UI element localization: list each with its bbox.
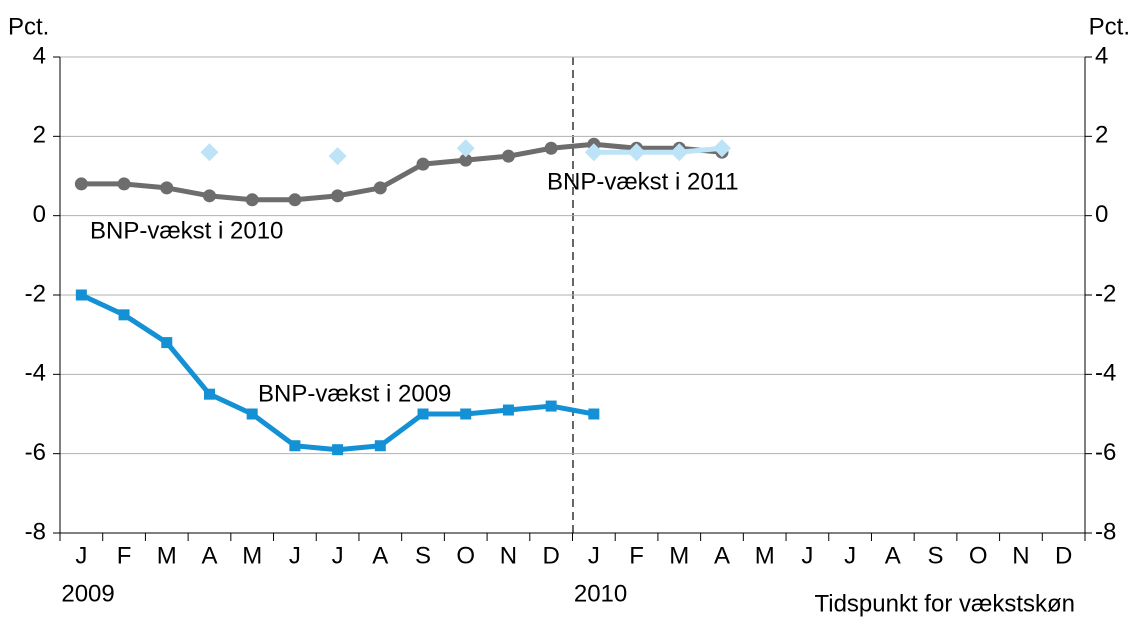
series-line: [81, 141, 723, 203]
marker: [160, 181, 174, 195]
y-tick-label: -4: [25, 360, 46, 387]
x-tick-label: D: [1055, 542, 1072, 569]
y2-tick-label: 0: [1095, 201, 1108, 228]
x-tick-label: D: [542, 542, 559, 569]
x-tick-label: J: [332, 542, 344, 569]
y2-tick-label: -8: [1095, 518, 1116, 545]
marker: [712, 139, 731, 158]
marker: [288, 193, 302, 207]
y-tick-label: 2: [33, 122, 46, 149]
marker: [117, 177, 131, 191]
x-tick-label: F: [117, 542, 132, 569]
marker: [544, 141, 558, 155]
x-tick-label: J: [588, 542, 600, 569]
year-label: 2009: [61, 580, 114, 607]
y-tick-label: 0: [33, 201, 46, 228]
x-tick-label: F: [629, 542, 644, 569]
marker: [331, 189, 345, 203]
series-line: [593, 145, 723, 155]
marker: [246, 408, 258, 420]
marker: [584, 143, 603, 162]
y2-tick-label: 2: [1095, 122, 1108, 149]
y-axis-label: Pct.: [8, 13, 49, 40]
marker: [74, 177, 88, 191]
y-tick-label: -6: [25, 439, 46, 466]
y-tick-label: -2: [25, 280, 46, 307]
x-tick-label: N: [1012, 542, 1029, 569]
marker: [459, 153, 473, 167]
y2-axis-label: Pct.: [1089, 13, 1130, 40]
x-tick-label: A: [372, 542, 388, 569]
series-annotation: BNP-vækst i 2010: [90, 217, 283, 244]
marker: [460, 408, 472, 420]
x-tick-label: J: [289, 542, 301, 569]
marker: [416, 157, 430, 171]
y2-tick-label: -4: [1095, 360, 1116, 387]
y-tick-label: 4: [33, 42, 46, 69]
x-tick-label: A: [201, 542, 217, 569]
marker: [245, 193, 259, 207]
year-label: 2010: [574, 580, 627, 607]
series-annotation: BNP-vækst i 2011: [547, 168, 739, 195]
x-tick-label: S: [928, 542, 944, 569]
marker: [75, 289, 87, 301]
marker: [118, 309, 130, 321]
y2-tick-label: 4: [1095, 42, 1108, 69]
marker: [328, 147, 347, 166]
x-tick-label: M: [755, 542, 775, 569]
x-tick-label: M: [669, 542, 689, 569]
x-tick-label: J: [844, 542, 856, 569]
x-tick-label: A: [714, 542, 730, 569]
x-axis-label: Tidspunkt for vækstskøn: [814, 590, 1075, 617]
marker: [456, 139, 475, 158]
x-tick-label: S: [415, 542, 431, 569]
x-tick-label: O: [456, 542, 475, 569]
y-tick-label: -8: [25, 518, 46, 545]
x-tick-label: J: [801, 542, 813, 569]
marker: [202, 189, 216, 203]
marker: [545, 400, 557, 412]
x-tick-label: J: [75, 542, 87, 569]
series-annotation: BNP-vækst i 2009: [258, 380, 451, 407]
marker: [588, 408, 600, 420]
marker: [374, 440, 386, 452]
marker: [670, 143, 689, 162]
marker: [502, 404, 514, 416]
x-tick-label: O: [969, 542, 988, 569]
marker: [203, 388, 215, 400]
x-tick-label: A: [885, 542, 901, 569]
y2-tick-label: -6: [1095, 439, 1116, 466]
x-tick-label: N: [500, 542, 517, 569]
marker: [332, 444, 344, 456]
marker: [200, 143, 219, 162]
marker: [289, 440, 301, 452]
y2-tick-label: -2: [1095, 280, 1116, 307]
marker: [417, 408, 429, 420]
marker: [373, 181, 387, 195]
x-tick-label: M: [157, 542, 177, 569]
marker: [161, 337, 173, 349]
marker: [501, 149, 515, 163]
x-tick-label: M: [242, 542, 262, 569]
marker: [627, 143, 646, 162]
